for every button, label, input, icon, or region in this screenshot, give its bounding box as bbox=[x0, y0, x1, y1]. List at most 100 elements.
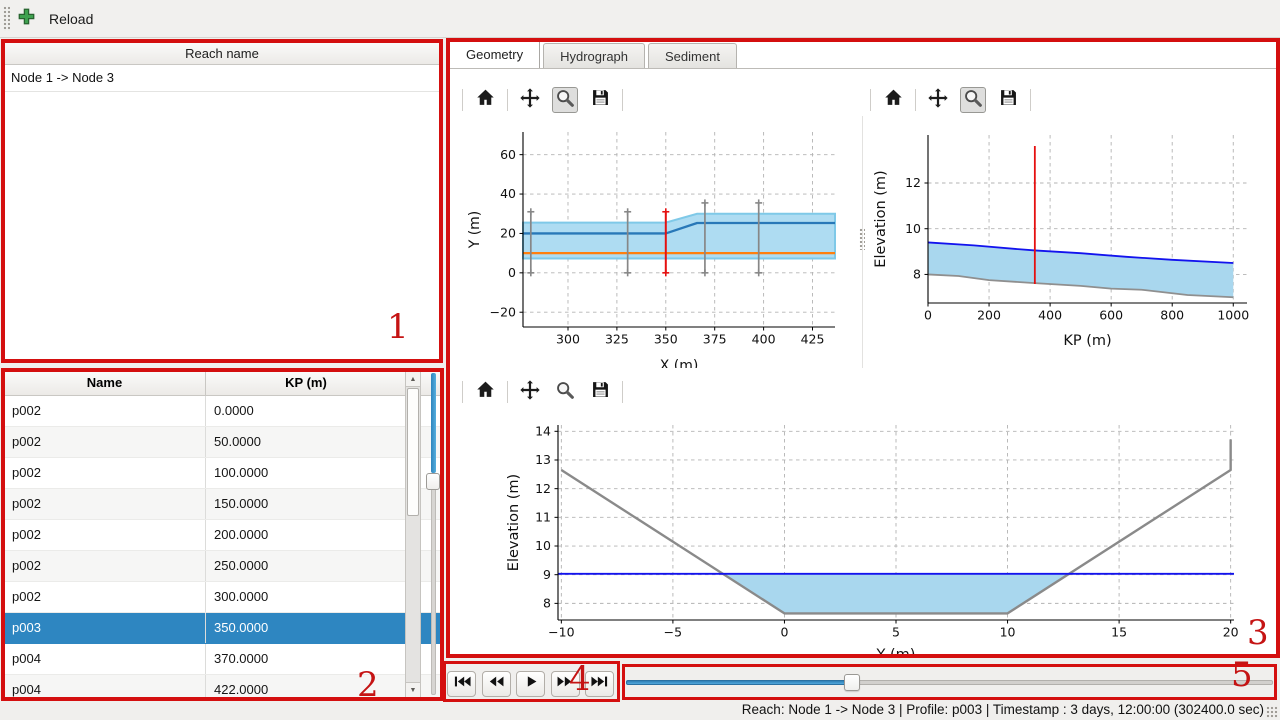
save-icon[interactable] bbox=[995, 87, 1021, 113]
tab-content-divider bbox=[446, 68, 1278, 69]
pan-icon[interactable] bbox=[517, 379, 543, 405]
main-toolbar: Reload bbox=[0, 0, 1280, 38]
scroll-up-icon[interactable]: ▲ bbox=[406, 372, 420, 387]
svg-text:Y (m): Y (m) bbox=[876, 647, 916, 658]
svg-text:−10: −10 bbox=[548, 625, 574, 640]
cell-kp: 50.0000 bbox=[206, 427, 406, 457]
svg-text:300: 300 bbox=[556, 332, 580, 347]
vslider-track-empty bbox=[431, 487, 436, 695]
vslider-thumb[interactable] bbox=[426, 473, 440, 490]
tab-geometry[interactable]: Geometry bbox=[449, 39, 541, 68]
cell-name: p002 bbox=[4, 520, 206, 550]
profiles-table-body: p002 0.0000 p002 50.0000 p002 100.0000 p002 150… bbox=[4, 396, 440, 698]
table-row[interactable]: p002 300.0000 bbox=[4, 582, 440, 613]
column-header-kp[interactable]: KP (m) bbox=[285, 375, 327, 390]
cell-name: p004 bbox=[4, 675, 206, 698]
cell-name: p002 bbox=[4, 489, 206, 519]
svg-text:325: 325 bbox=[605, 332, 629, 347]
status-text: Reach: Node 1 -> Node 3 | Profile: p003 … bbox=[741, 701, 1264, 717]
plan-chart-toolbar bbox=[462, 84, 623, 116]
scrollbar-thumb[interactable] bbox=[407, 388, 419, 516]
reach-panel-header: Reach name bbox=[4, 42, 440, 65]
scroll-down-icon[interactable]: ▼ bbox=[406, 682, 420, 697]
cell-name: p002 bbox=[4, 551, 206, 581]
table-row[interactable]: p002 0.0000 bbox=[4, 396, 440, 427]
svg-text:10: 10 bbox=[1000, 625, 1016, 640]
svg-text:800: 800 bbox=[1160, 308, 1184, 323]
table-scrollbar[interactable]: ▲ ▼ bbox=[405, 371, 421, 698]
section-chart-canvas[interactable]: −10 −5 0 5 10 15 20 8 9 10 11 12 13 14 Y (m) Elevation … bbox=[450, 404, 1278, 658]
svg-text:KP (m): KP (m) bbox=[1063, 333, 1111, 349]
table-row[interactable]: p002 150.0000 bbox=[4, 489, 440, 520]
svg-text:1000: 1000 bbox=[1217, 308, 1249, 323]
svg-text:12: 12 bbox=[535, 481, 551, 496]
slider-thumb[interactable] bbox=[844, 674, 861, 691]
table-row[interactable]: p003 350.0000 bbox=[4, 613, 440, 644]
svg-text:375: 375 bbox=[703, 332, 727, 347]
section-chart-toolbar bbox=[462, 376, 623, 408]
time-slider[interactable] bbox=[622, 664, 1277, 700]
cell-kp: 422.0000 bbox=[206, 675, 406, 698]
skip-start-button[interactable] bbox=[447, 671, 476, 697]
cell-kp: 350.0000 bbox=[206, 613, 406, 643]
skip-end-button[interactable] bbox=[585, 671, 614, 697]
svg-text:0: 0 bbox=[924, 308, 932, 323]
tab-sediment[interactable]: Sediment bbox=[648, 43, 737, 68]
save-icon[interactable] bbox=[587, 379, 613, 405]
tab-bar: Geometry Hydrograph Sediment bbox=[449, 39, 737, 68]
svg-text:0: 0 bbox=[780, 625, 788, 640]
svg-text:600: 600 bbox=[1099, 308, 1123, 323]
play-button[interactable] bbox=[516, 671, 545, 697]
table-row[interactable]: p002 50.0000 bbox=[4, 427, 440, 458]
skip-start-icon bbox=[452, 675, 472, 693]
cell-kp: 100.0000 bbox=[206, 458, 406, 488]
plan-chart-canvas[interactable]: 300 325 350 375 400 425 −20 0 20 40 60 X (m) Y (m) bbox=[450, 118, 856, 368]
pan-icon[interactable] bbox=[517, 87, 543, 113]
resize-grip[interactable] bbox=[1266, 706, 1278, 718]
profile-chart-toolbar bbox=[870, 84, 1031, 116]
list-item[interactable]: Node 1 -> Node 3 bbox=[4, 65, 440, 92]
table-row[interactable]: p002 100.0000 bbox=[4, 458, 440, 489]
tab-hydrograph[interactable]: Hydrograph bbox=[543, 43, 646, 68]
svg-text:10: 10 bbox=[905, 221, 921, 236]
svg-text:20: 20 bbox=[500, 226, 516, 241]
table-row[interactable]: p002 200.0000 bbox=[4, 520, 440, 551]
zoom-icon[interactable] bbox=[960, 87, 986, 113]
svg-text:20: 20 bbox=[1223, 625, 1239, 640]
reload-button-label: Reload bbox=[49, 11, 94, 27]
cell-kp: 370.0000 bbox=[206, 644, 406, 674]
status-bar: Reach: Node 1 -> Node 3 | Profile: p003 … bbox=[0, 698, 1280, 720]
svg-text:60: 60 bbox=[500, 147, 516, 162]
reload-button[interactable]: Reload bbox=[18, 7, 93, 31]
home-icon[interactable] bbox=[472, 87, 498, 113]
zoom-icon[interactable] bbox=[552, 87, 578, 113]
svg-text:0: 0 bbox=[508, 265, 516, 280]
save-icon[interactable] bbox=[587, 87, 613, 113]
splitter-grip[interactable] bbox=[859, 228, 865, 250]
svg-text:13: 13 bbox=[535, 452, 551, 467]
profile-chart-canvas[interactable]: 0 200 400 600 800 1000 8 10 12 KP (m) Elevation (m… bbox=[868, 118, 1280, 368]
forward-button[interactable] bbox=[550, 671, 580, 697]
table-row[interactable]: p002 250.0000 bbox=[4, 551, 440, 582]
column-header-name[interactable]: Name bbox=[4, 371, 206, 395]
svg-text:5: 5 bbox=[892, 625, 900, 640]
table-row[interactable]: p004 370.0000 bbox=[4, 644, 440, 675]
svg-text:15: 15 bbox=[1111, 625, 1127, 640]
svg-text:−20: −20 bbox=[490, 304, 516, 319]
svg-text:9: 9 bbox=[543, 567, 551, 582]
table-row[interactable]: p004 422.0000 bbox=[4, 675, 440, 698]
svg-text:350: 350 bbox=[654, 332, 678, 347]
profile-vertical-slider[interactable] bbox=[425, 371, 440, 698]
home-icon[interactable] bbox=[880, 87, 906, 113]
play-icon bbox=[521, 675, 541, 693]
home-icon[interactable] bbox=[472, 379, 498, 405]
pan-icon[interactable] bbox=[925, 87, 951, 113]
svg-text:40: 40 bbox=[500, 186, 516, 201]
svg-text:10: 10 bbox=[535, 538, 551, 553]
reach-panel: Reach name Node 1 -> Node 3 bbox=[3, 41, 441, 361]
svg-text:Y (m): Y (m) bbox=[467, 211, 483, 250]
rewind-button[interactable] bbox=[481, 671, 511, 697]
toolbar-drag-handle[interactable] bbox=[3, 6, 10, 31]
zoom-icon[interactable] bbox=[552, 379, 578, 405]
add-plus-icon bbox=[18, 8, 35, 30]
